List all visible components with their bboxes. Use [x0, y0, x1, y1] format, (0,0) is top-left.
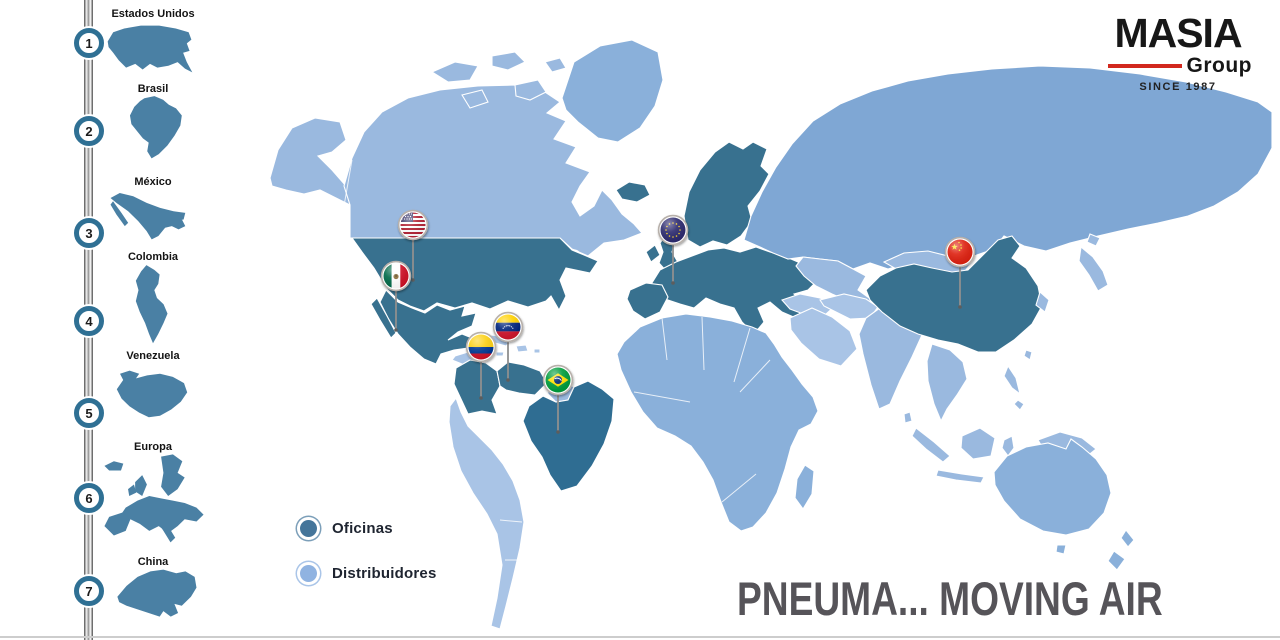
distributors-dot-icon: [300, 564, 317, 582]
region-venezuela: [496, 361, 548, 396]
sidebar-item-label: Brasil: [137, 83, 169, 95]
region-north-america: [269, 39, 664, 257]
sidebar-item-label: Estados Unidos: [111, 8, 195, 20]
colombia-silhouette: [135, 265, 168, 344]
region-mexico: [370, 289, 477, 365]
region-southeast-asia: [911, 343, 1097, 484]
logo-title: MASIA: [1114, 10, 1242, 56]
region-brazil: [522, 380, 615, 492]
region-colombia: [453, 359, 501, 415]
pin-mexico-flag-icon: [380, 260, 412, 332]
estados-unidos-silhouette: [107, 25, 193, 73]
legend: Oficinas Distribuidores: [294, 513, 436, 603]
timeline-number-1: 1: [74, 28, 104, 58]
timeline-number-7: 7: [74, 576, 104, 606]
region-africa: [616, 313, 819, 532]
timeline-number-6: 6: [74, 483, 104, 513]
legend-item-offices: Oficinas: [294, 513, 436, 543]
venezuela-silhouette: [116, 370, 188, 418]
logo-group-text: Group: [1186, 54, 1252, 78]
tagline: PNEUMA... MOVING AIR: [737, 572, 1163, 625]
brasil-silhouette: [129, 96, 182, 159]
sidebar-item-label: China: [137, 556, 169, 568]
legend-label-distributors: Distribuidores: [332, 564, 437, 582]
sidebar-item-label: Colombia: [127, 251, 179, 263]
pin-venezuela-flag-icon: [492, 311, 524, 382]
world-map: [269, 39, 1273, 630]
logo-since-text: SINCE 1987: [1139, 81, 1217, 94]
pin-colombia-flag-icon: [465, 331, 497, 400]
bottom-divider: [0, 636, 1280, 638]
legend-label-offices: Oficinas: [332, 519, 393, 537]
pin-brazil-flag-icon: [542, 364, 574, 434]
legend-item-distributors: Distribuidores: [294, 558, 436, 588]
company-logo: MASIA Group SINCE 1987: [1104, 10, 1252, 94]
sidebar-item-label: México: [134, 176, 172, 188]
logo-red-line: [1108, 64, 1182, 69]
region-south-america-west: [448, 396, 525, 630]
region-russia: [743, 65, 1273, 270]
pin-europe-flag-icon: [657, 214, 689, 285]
region-australia: [993, 438, 1135, 571]
region-middle-east: [781, 293, 879, 367]
europa-silhouette: [104, 454, 204, 543]
pin-usa-flag-icon: [397, 209, 429, 282]
china-silhouette: [117, 569, 197, 617]
timeline-number-4: 4: [74, 306, 104, 336]
region-china: [865, 235, 1043, 353]
region-india: [858, 304, 923, 424]
region-korea-japan: [1035, 233, 1109, 313]
offices-dot-icon: [300, 519, 317, 537]
sidebar-item-label: Venezuela: [126, 350, 180, 362]
timeline-number-3: 3: [74, 218, 104, 248]
timeline-number-2: 2: [74, 116, 104, 146]
sidebar-item-label: Europa: [134, 441, 172, 453]
mexico-silhouette: [110, 192, 186, 240]
pin-china-flag-icon: [944, 236, 976, 309]
timeline-number-5: 5: [74, 398, 104, 428]
